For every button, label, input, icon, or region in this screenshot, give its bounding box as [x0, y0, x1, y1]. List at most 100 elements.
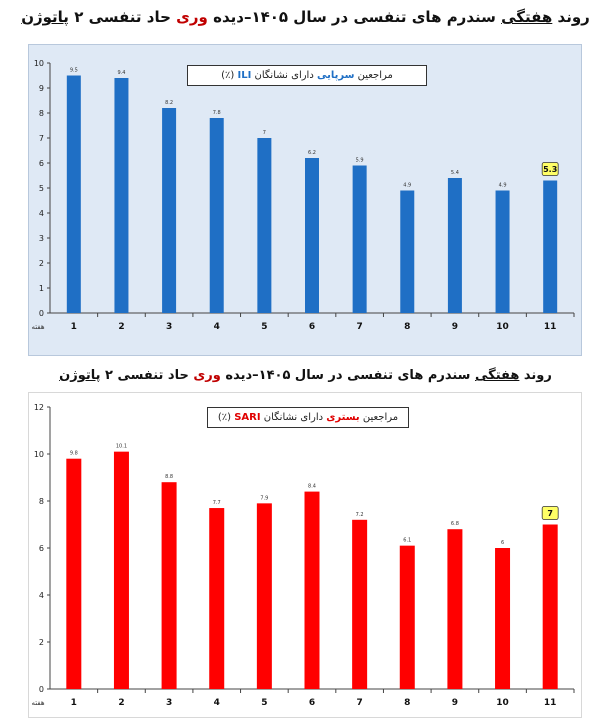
x-tick-label: 2	[118, 698, 124, 708]
legend-text: SARI	[234, 412, 261, 423]
data-label: 9.4	[117, 70, 125, 76]
y-tick-label: 4	[39, 591, 44, 600]
highlight-label-box	[541, 162, 559, 176]
data-label: 7.2	[356, 512, 364, 518]
bar	[495, 548, 511, 689]
legend-text: ILI	[237, 70, 252, 81]
x-tick-label: 1	[71, 322, 77, 332]
bar	[352, 165, 367, 313]
bar	[352, 519, 368, 689]
bar	[113, 451, 129, 689]
title-text: روند	[519, 368, 552, 383]
data-label: 8.8	[165, 474, 173, 480]
y-tick-label: 8	[39, 109, 44, 118]
y-tick-label: 0	[39, 685, 44, 694]
y-tick-label: 8	[39, 497, 44, 506]
title-text: حاد تنفسی ۲	[68, 8, 177, 26]
data-label: 6	[501, 540, 504, 546]
y-tick-label: 6	[39, 159, 44, 168]
bar	[447, 178, 462, 313]
x-tick-label: 11	[544, 322, 557, 332]
data-label: 5.9	[356, 158, 364, 164]
x-tick-label: 10	[496, 322, 509, 332]
y-tick-label: 0	[39, 309, 44, 318]
bar	[161, 482, 177, 689]
data-label: 9.5	[70, 68, 78, 74]
sari-legend: مراجعین بستری دارای نشانگان SARI (٪)	[207, 407, 409, 428]
data-label: 7	[547, 509, 553, 518]
y-tick-label: 5	[39, 184, 44, 193]
data-label: 8.4	[308, 484, 316, 490]
title-text: پاتوژن	[59, 368, 101, 383]
title-text: وری	[176, 8, 208, 26]
bar	[209, 118, 224, 313]
y-tick-label: 2	[39, 259, 44, 268]
x-tick-label: 2	[118, 322, 124, 332]
data-label: 7.7	[213, 500, 221, 506]
bar	[162, 108, 177, 313]
x-tick-label: 4	[214, 322, 220, 332]
bar	[495, 190, 510, 313]
x-tick-label: 7	[357, 698, 363, 708]
bar	[542, 524, 558, 689]
data-label: 5.3	[543, 165, 557, 174]
bar	[399, 545, 415, 689]
chart-title-sari: روند هفتگی سندرم های تنفسی در سال ۱۴۰۵–د…	[0, 368, 611, 383]
bar	[305, 158, 319, 313]
data-label: 7.8	[213, 110, 221, 116]
data-label: 5.4	[451, 170, 459, 176]
bar	[304, 491, 320, 689]
x-tick-label: 8	[404, 698, 410, 708]
legend-text: سرپایی	[316, 70, 355, 81]
title-text: هفتگی	[501, 8, 553, 26]
data-label: 6.1	[403, 538, 411, 544]
highlight-label-box	[541, 506, 559, 520]
bar	[543, 180, 558, 313]
bar	[447, 529, 463, 689]
title-text: روند	[552, 8, 590, 26]
data-label: 8.2	[165, 100, 173, 106]
data-label: 6.8	[451, 521, 459, 527]
y-tick-label: 2	[39, 638, 44, 647]
ili-legend: مراجعین سرپایی دارای نشانگان ILI (٪)	[187, 65, 427, 86]
y-tick-label: 7	[39, 134, 44, 143]
legend-text: دارای نشانگان	[260, 412, 327, 423]
data-label: 10.1	[116, 444, 127, 450]
y-tick-label: 9	[39, 84, 44, 93]
data-label: 4.9	[499, 183, 507, 189]
bar	[256, 503, 272, 689]
x-tick-label: 8	[404, 322, 410, 332]
bar	[114, 78, 129, 313]
title-text: حاد تنفسی ۲	[100, 368, 194, 383]
title-year: ۱۴۰۵	[251, 8, 289, 26]
x-tick-label: 4	[214, 698, 220, 708]
x-axis-label: هفته	[31, 323, 44, 331]
bar	[209, 508, 225, 689]
y-tick-label: 6	[39, 544, 44, 553]
title-text: وری	[193, 368, 221, 383]
x-tick-label: 9	[452, 698, 458, 708]
legend-text: (٪)	[221, 70, 238, 81]
bar	[66, 75, 81, 313]
y-tick-label: 3	[39, 234, 44, 243]
bar	[400, 190, 415, 313]
legend-text: (٪)	[217, 412, 235, 423]
title-text: سندرم های تنفسی در سال	[288, 8, 502, 26]
bar	[66, 458, 82, 689]
x-tick-label: 10	[496, 698, 509, 708]
data-label: 9.8	[70, 451, 78, 457]
x-tick-label: 6	[309, 322, 315, 332]
title-text: پاتوژن	[21, 8, 69, 26]
data-label: 7	[263, 130, 266, 136]
x-tick-label: 3	[166, 698, 172, 708]
title-text: سندرم های تنفسی در سال	[290, 368, 475, 383]
legend-text: مراجعین	[359, 412, 399, 423]
x-axis-label: هفته	[31, 699, 44, 707]
x-tick-label: 6	[309, 698, 315, 708]
x-tick-label: 5	[261, 698, 267, 708]
legend-text: مراجعین	[354, 70, 393, 81]
y-tick-label: 4	[39, 209, 44, 218]
x-tick-label: 3	[166, 322, 172, 332]
x-tick-label: 11	[544, 698, 557, 708]
data-label: 6.2	[308, 150, 316, 156]
